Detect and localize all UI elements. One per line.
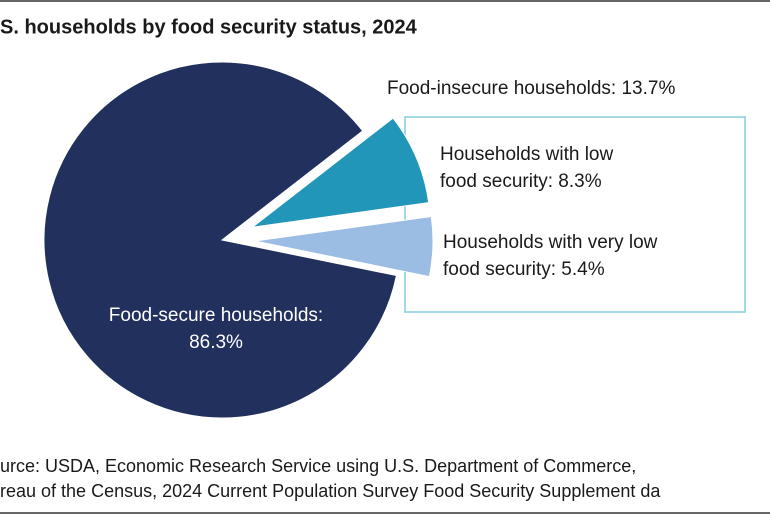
- slice-label: food security: 5.4%: [443, 259, 605, 280]
- slice-label: 86.3%: [189, 332, 243, 353]
- pie-slice: [43, 61, 398, 419]
- source-line: urce: USDA, Economic Research Service us…: [0, 456, 636, 476]
- annotation: Food-insecure households: 13.7%: [387, 78, 675, 99]
- callout-box: [404, 116, 746, 313]
- source-line: reau of the Census, 2024 Current Populat…: [0, 481, 661, 501]
- pie-slice: [250, 117, 430, 228]
- slice-label: Food-secure households:: [109, 305, 323, 326]
- pie-slice: [254, 215, 434, 278]
- slice-label: Households with very low: [443, 232, 658, 253]
- chart-title: S. households by food security status, 2…: [0, 16, 418, 38]
- slice-label: Households with low: [440, 144, 613, 165]
- slice-label: food security: 8.3%: [440, 171, 602, 192]
